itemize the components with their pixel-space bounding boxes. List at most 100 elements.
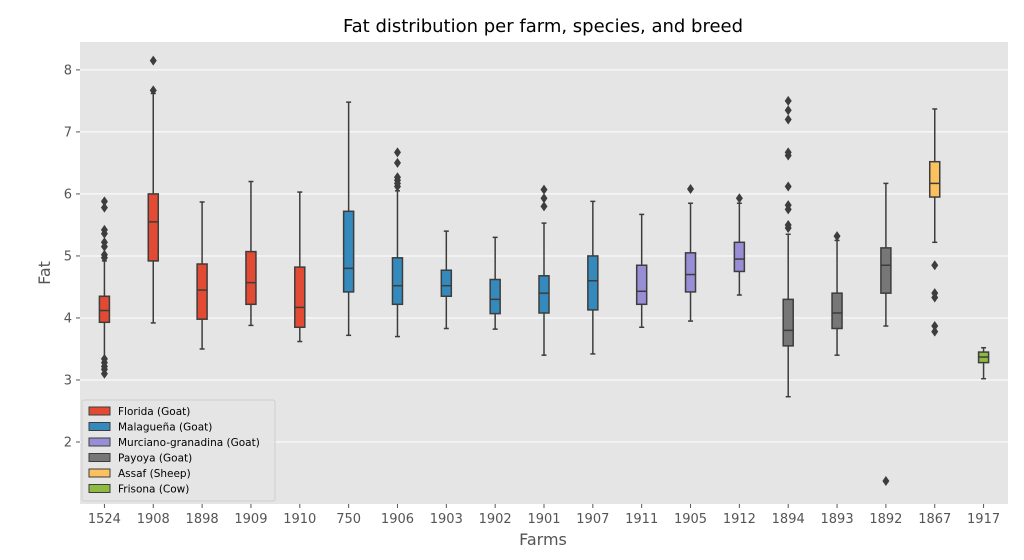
outlier-point	[931, 326, 939, 337]
box-750	[342, 101, 355, 337]
iqr-box	[98, 295, 111, 324]
x-tick-label: 1902	[479, 512, 512, 527]
legend-label: Murciano-granadina (Goat)	[118, 437, 260, 449]
iqr-box	[880, 247, 892, 294]
x-tick-label: 1903	[430, 512, 463, 527]
x-tick-label: 1907	[576, 512, 609, 527]
box-1905	[684, 183, 697, 322]
outlier-point	[100, 228, 108, 239]
box-1902	[489, 236, 501, 330]
x-tick-label: 1892	[869, 512, 902, 527]
y-tick-label: 4	[64, 311, 72, 326]
outlier-point	[100, 202, 108, 213]
legend-label: Payoya (Goat)	[118, 453, 192, 465]
outlier-point	[784, 150, 792, 161]
iqr-box	[635, 264, 648, 306]
outlier-point	[784, 223, 792, 234]
y-tick-label: 2	[64, 435, 72, 450]
box-1912	[733, 193, 746, 296]
legend-swatch	[88, 484, 111, 493]
x-tick-label: 1909	[234, 512, 267, 527]
box-1894	[782, 95, 794, 398]
chart-title: Fat distribution per farm, species, and …	[343, 16, 743, 37]
iqr-box	[538, 275, 550, 314]
box-1917	[977, 346, 990, 380]
box-1909	[245, 180, 257, 327]
outlier-point	[393, 157, 401, 168]
outlier-point	[100, 252, 108, 263]
x-tick-label: 1901	[527, 512, 560, 527]
iqr-box	[587, 255, 599, 311]
outlier-point	[882, 476, 890, 487]
x-tick-label: 750	[336, 512, 361, 527]
outlier-point	[149, 85, 157, 96]
legend: Florida (Goat) Malagueña (Goat) Murciano-g…	[81, 399, 276, 502]
box-1903	[440, 230, 453, 330]
outlier-point	[540, 193, 548, 204]
box-1907	[587, 200, 599, 355]
box-1911	[635, 213, 648, 329]
iqr-box	[440, 269, 453, 298]
outlier-point	[735, 193, 743, 204]
box-1908	[147, 55, 160, 324]
x-tick-label: 1867	[918, 512, 951, 527]
x-tick-label: 1893	[821, 512, 854, 527]
outlier-point	[833, 231, 841, 242]
iqr-box	[245, 250, 257, 306]
outlier-point	[784, 204, 792, 215]
x-tick-label: 1917	[967, 512, 1000, 527]
outlier-point	[931, 321, 939, 332]
outlier-point	[100, 196, 108, 207]
iqr-box	[928, 160, 941, 198]
x-ticks: 1524 1908 1898 1909 1910 750 1906 1903 1902 1901 1…	[88, 504, 1000, 527]
legend-frame	[81, 399, 276, 502]
iqr-box	[684, 252, 697, 293]
iqr-box	[196, 263, 208, 320]
box-1906	[391, 147, 404, 338]
y-tick-label: 7	[64, 125, 72, 140]
x-tick-label: 1910	[283, 512, 316, 527]
x-tick-label: 1894	[772, 512, 805, 527]
y-axis-label: Fat	[35, 261, 54, 285]
outlier-point	[784, 105, 792, 116]
x-tick-label: 1912	[723, 512, 756, 527]
outlier-point	[393, 147, 401, 158]
x-axis-label: Farms	[519, 530, 567, 549]
legend-label: Assaf (Sheep)	[118, 468, 191, 480]
x-tick-label: 1908	[137, 512, 170, 527]
outlier-point	[393, 181, 401, 192]
y-tick-label: 6	[64, 187, 72, 202]
x-tick-label: 1898	[186, 512, 219, 527]
outlier-point	[149, 55, 157, 66]
x-tick-label: 1524	[88, 512, 121, 527]
outlier-point	[100, 241, 108, 252]
box-1867	[928, 108, 941, 337]
legend-swatch	[88, 468, 111, 478]
box-1910	[294, 191, 306, 343]
iqr-box	[391, 257, 404, 306]
legend-label: Frisona (Cow)	[118, 484, 189, 496]
iqr-box	[489, 278, 501, 315]
y-tick-label: 3	[64, 373, 72, 388]
legend-label: Malagueña (Goat)	[118, 422, 212, 434]
boxes-layer	[98, 55, 990, 487]
outlier-point	[540, 184, 548, 195]
outlier-point	[784, 181, 792, 192]
legend-swatch	[88, 437, 111, 447]
box-1898	[196, 201, 208, 350]
box-1524	[98, 196, 111, 379]
box-1892	[880, 182, 892, 487]
outlier-point	[931, 292, 939, 303]
iqr-box	[342, 210, 355, 293]
y-tick-label: 5	[64, 249, 72, 264]
outlier-point	[784, 114, 792, 125]
iqr-box	[782, 298, 794, 347]
outlier-point	[540, 201, 548, 212]
iqr-box	[733, 241, 746, 273]
outlier-point	[100, 368, 108, 379]
box-1901	[538, 184, 550, 356]
iqr-box	[831, 292, 843, 330]
x-tick-label: 1906	[381, 512, 414, 527]
iqr-box	[147, 193, 160, 262]
